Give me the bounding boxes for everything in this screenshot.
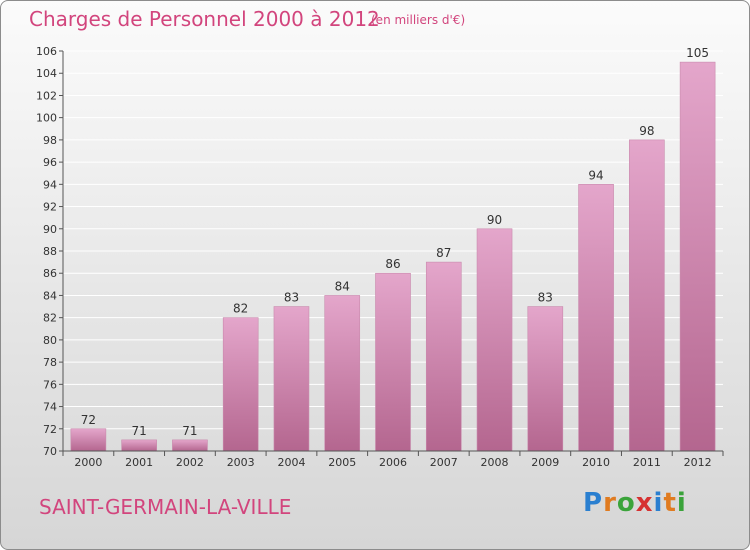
- y-tick-label: 94: [43, 178, 57, 191]
- y-tick-label: 100: [36, 112, 57, 125]
- axes: [62, 51, 723, 452]
- bars: [70, 61, 716, 452]
- x-tick-label: 2006: [379, 456, 407, 469]
- y-tick-label: 92: [43, 201, 57, 214]
- x-tick-label: 2001: [125, 456, 153, 469]
- bar: [273, 306, 310, 452]
- y-tick-label: 102: [36, 89, 57, 102]
- data-label: 86: [385, 257, 400, 271]
- y-tick-label: 104: [36, 67, 57, 80]
- x-tick-label: 2008: [481, 456, 509, 469]
- y-tick-label: 80: [43, 334, 57, 347]
- logo-letter: P: [583, 488, 604, 518]
- bar: [70, 428, 107, 452]
- chart-subtitle: (en milliers d'€): [371, 13, 466, 27]
- data-label: 82: [233, 302, 248, 316]
- x-tick-label: 2000: [74, 456, 102, 469]
- y-tick-label: 70: [43, 445, 57, 458]
- logo-letter: t: [663, 488, 677, 518]
- bar: [425, 261, 462, 452]
- x-tick-label: 2011: [633, 456, 661, 469]
- proxiti-logo: Proxiti: [583, 488, 687, 518]
- y-tick-label: 106: [36, 45, 57, 58]
- data-label: 94: [588, 168, 603, 182]
- y-tick-label: 82: [43, 312, 57, 325]
- bar: [476, 228, 513, 452]
- bar: [629, 139, 665, 452]
- y-tick-label: 72: [43, 423, 57, 436]
- x-tick-label: 2010: [582, 456, 610, 469]
- logo-letter: x: [635, 488, 654, 518]
- y-tick-label: 76: [43, 378, 57, 391]
- data-label: 83: [538, 291, 553, 305]
- x-tick-label: 2007: [430, 456, 458, 469]
- logo-letter: r: [603, 488, 617, 518]
- y-tick-label: 88: [43, 245, 57, 258]
- y-tick-label: 86: [43, 267, 57, 280]
- data-label: 71: [182, 424, 197, 438]
- logo-letter: i: [653, 488, 664, 518]
- x-tick-label: 2004: [277, 456, 305, 469]
- x-tick-label: 2009: [531, 456, 559, 469]
- y-tick-label: 98: [43, 134, 57, 147]
- x-tick-label: 2002: [176, 456, 204, 469]
- bar: [324, 295, 361, 452]
- y-tick-label: 84: [43, 289, 57, 302]
- logo-letter: o: [616, 488, 636, 518]
- bar: [121, 439, 157, 452]
- data-label: 98: [639, 124, 654, 138]
- bar: [172, 439, 208, 452]
- x-axis-ticks: 2000 2001 2002 2003 2004 2005 2006 2007 2008 2009…: [62, 451, 724, 469]
- bar: [222, 317, 259, 452]
- bar: [679, 61, 716, 452]
- data-label: 71: [132, 424, 147, 438]
- chart-title: Charges de Personnel 2000 à 2012: [29, 7, 380, 31]
- y-tick-label: 74: [43, 401, 57, 414]
- x-tick-label: 2012: [684, 456, 712, 469]
- bar: [527, 306, 564, 452]
- commune-name: SAINT-GERMAIN-LA-VILLE: [39, 495, 292, 519]
- y-tick-label: 96: [43, 156, 57, 169]
- data-label: 105: [686, 46, 709, 60]
- x-tick-label: 2005: [328, 456, 356, 469]
- data-label: 72: [81, 413, 96, 427]
- x-tick-label: 2003: [227, 456, 255, 469]
- bar: [578, 184, 614, 452]
- data-label: 87: [436, 246, 451, 260]
- y-axis-ticks: 70 72 74 76 78 80 82 84 86 88 90 92 94 96 98 100 102 104 1…: [36, 45, 63, 458]
- logo-letter: i: [676, 488, 687, 518]
- data-labels: 72 71 71 82 83 84 86 87 90 83 94 98 105: [81, 46, 709, 438]
- data-label: 90: [487, 213, 502, 227]
- data-label: 84: [335, 279, 350, 293]
- y-tick-label: 90: [43, 223, 57, 236]
- y-tick-label: 78: [43, 356, 57, 369]
- data-label: 83: [284, 291, 299, 305]
- bar: [375, 272, 411, 452]
